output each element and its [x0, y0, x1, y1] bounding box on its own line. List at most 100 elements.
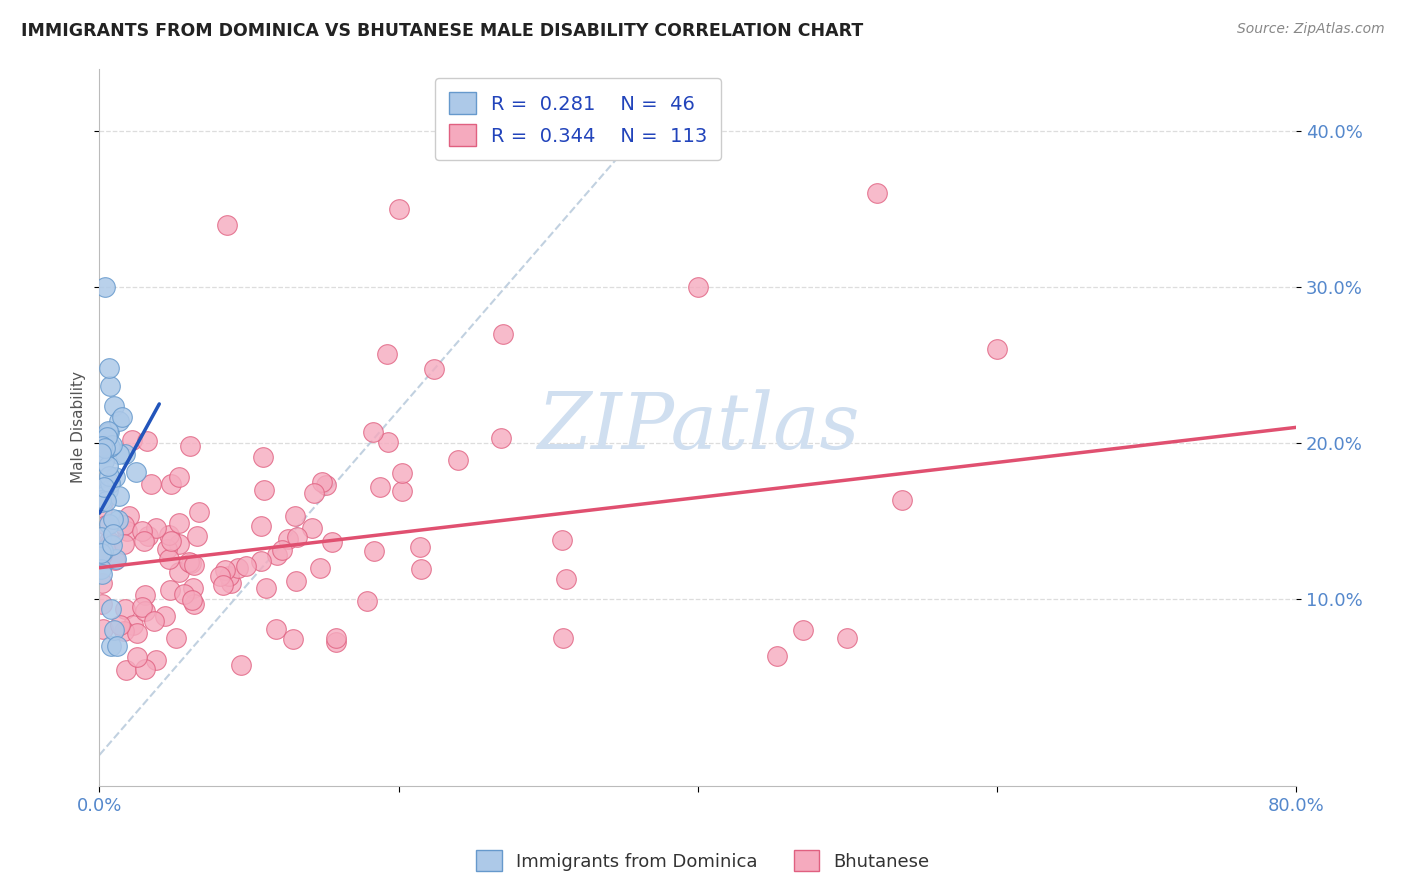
Point [100, 602, 122, 616]
Point [409, 562, 432, 576]
Point [315, 478, 337, 492]
Point [266, 548, 288, 562]
Point [91, 494, 114, 508]
Point [100, 438, 122, 452]
Point [108, 414, 131, 428]
Point [361, 425, 384, 439]
Point [302, 485, 325, 500]
Point [388, 202, 411, 216]
Point [423, 361, 446, 376]
Point [104, 552, 127, 566]
Point [125, 465, 148, 479]
Point [139, 477, 162, 491]
Point [249, 519, 271, 533]
Point [551, 533, 574, 547]
Point [98, 475, 121, 490]
Point [134, 662, 156, 676]
Point [96, 541, 118, 555]
Point [101, 538, 124, 552]
Point [115, 524, 138, 538]
Legend: R =  0.281    N =  46, R =  0.344    N =  113: R = 0.281 N = 46, R = 0.344 N = 113 [434, 78, 721, 160]
Point [391, 466, 413, 480]
Point [890, 492, 912, 507]
Point [90, 439, 112, 453]
Point [103, 512, 125, 526]
Point [285, 530, 308, 544]
Point [112, 537, 135, 551]
Point [284, 508, 307, 523]
Point [97, 483, 120, 498]
Point [90, 566, 112, 581]
Point [235, 559, 257, 574]
Point [489, 431, 512, 445]
Point [226, 561, 249, 575]
Point [134, 588, 156, 602]
Point [219, 575, 242, 590]
Point [104, 552, 127, 566]
Point [156, 541, 179, 556]
Point [90, 546, 112, 560]
Point [117, 508, 139, 523]
Point [157, 552, 180, 566]
Point [309, 560, 332, 574]
Point [104, 470, 127, 484]
Point [375, 347, 398, 361]
Point [103, 399, 125, 413]
Point [145, 521, 167, 535]
Point [281, 632, 304, 647]
Point [183, 558, 205, 572]
Point [98, 425, 121, 439]
Point [91, 446, 114, 460]
Point [112, 624, 135, 638]
Point [214, 563, 236, 577]
Point [311, 475, 333, 489]
Point [181, 593, 204, 607]
Point [115, 663, 138, 677]
Point [686, 280, 709, 294]
Point [186, 529, 208, 543]
Point [167, 469, 190, 483]
Point [91, 544, 114, 558]
Point [135, 434, 157, 449]
Point [142, 614, 165, 628]
Point [91, 576, 114, 591]
Point [169, 536, 191, 550]
Point [91, 622, 114, 636]
Point [101, 527, 124, 541]
Point [93, 454, 115, 468]
Point [253, 483, 276, 498]
Point [90, 492, 112, 507]
Point [145, 653, 167, 667]
Point [96, 429, 118, 443]
Point [100, 639, 122, 653]
Point [409, 540, 432, 554]
Point [112, 518, 135, 533]
Point [98, 440, 121, 454]
Point [132, 533, 155, 548]
Point [90, 446, 112, 460]
Point [98, 379, 121, 393]
Point [179, 439, 201, 453]
Point [97, 458, 120, 473]
Y-axis label: Male Disability: Male Disability [72, 371, 86, 483]
Point [363, 543, 385, 558]
Point [98, 537, 121, 551]
Point [125, 649, 148, 664]
Point [91, 548, 114, 562]
Point [181, 582, 204, 596]
Point [160, 534, 183, 549]
Point [285, 574, 308, 588]
Point [165, 631, 187, 645]
Point [792, 623, 814, 637]
Point [254, 582, 277, 596]
Point [183, 598, 205, 612]
Point [766, 648, 789, 663]
Point [391, 483, 413, 498]
Point [94, 441, 117, 455]
Point [127, 626, 149, 640]
Text: IMMIGRANTS FROM DOMINICA VS BHUTANESE MALE DISABILITY CORRELATION CHART: IMMIGRANTS FROM DOMINICA VS BHUTANESE MA… [21, 22, 863, 40]
Point [121, 433, 143, 447]
Point [91, 437, 114, 451]
Point [91, 598, 114, 612]
Point [138, 529, 160, 543]
